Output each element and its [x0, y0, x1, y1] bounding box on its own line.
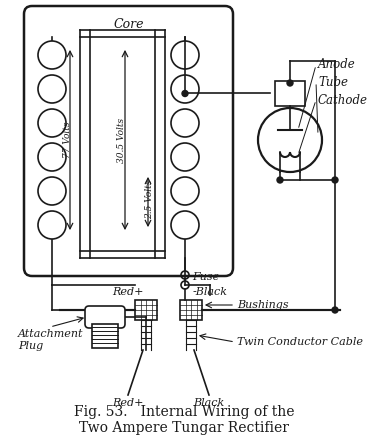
- Circle shape: [171, 75, 199, 103]
- Text: Red+: Red+: [112, 398, 144, 408]
- Text: Black: Black: [193, 398, 224, 408]
- Circle shape: [38, 41, 66, 69]
- Text: Fig. 53.   Internal Wiring of the: Fig. 53. Internal Wiring of the: [74, 405, 294, 419]
- Text: Anode: Anode: [318, 59, 356, 71]
- Circle shape: [332, 307, 338, 313]
- Circle shape: [332, 177, 338, 183]
- Circle shape: [38, 211, 66, 239]
- Bar: [92, 324, 118, 348]
- Bar: [135, 300, 157, 320]
- Circle shape: [287, 80, 293, 86]
- Text: Cathode: Cathode: [318, 93, 368, 106]
- Text: Red+: Red+: [113, 287, 144, 297]
- Text: Twin Conductor Cable: Twin Conductor Cable: [237, 337, 363, 347]
- Text: Core: Core: [113, 18, 144, 31]
- Text: Bushings: Bushings: [237, 300, 289, 310]
- Circle shape: [171, 143, 199, 171]
- Circle shape: [38, 75, 66, 103]
- Text: Attachment
Plug: Attachment Plug: [18, 329, 84, 351]
- Circle shape: [258, 108, 322, 172]
- Circle shape: [171, 211, 199, 239]
- Circle shape: [171, 177, 199, 205]
- Circle shape: [277, 177, 283, 183]
- Circle shape: [182, 91, 188, 96]
- Bar: [275, 81, 305, 106]
- Text: Two Ampere Tungar Rectifier: Two Ampere Tungar Rectifier: [79, 421, 289, 435]
- Circle shape: [38, 109, 66, 137]
- Text: Fuse: Fuse: [192, 272, 219, 282]
- Text: 30.5 Volts: 30.5 Volts: [117, 117, 127, 162]
- Circle shape: [38, 177, 66, 205]
- Circle shape: [171, 41, 199, 69]
- Text: Tube: Tube: [318, 76, 348, 88]
- Circle shape: [171, 109, 199, 137]
- Text: -Black: -Black: [193, 287, 228, 297]
- Text: 2.5 Volts: 2.5 Volts: [145, 180, 155, 219]
- Circle shape: [38, 143, 66, 171]
- Bar: [180, 300, 202, 320]
- FancyBboxPatch shape: [85, 306, 125, 328]
- Text: 77 Volts: 77 Volts: [63, 122, 71, 158]
